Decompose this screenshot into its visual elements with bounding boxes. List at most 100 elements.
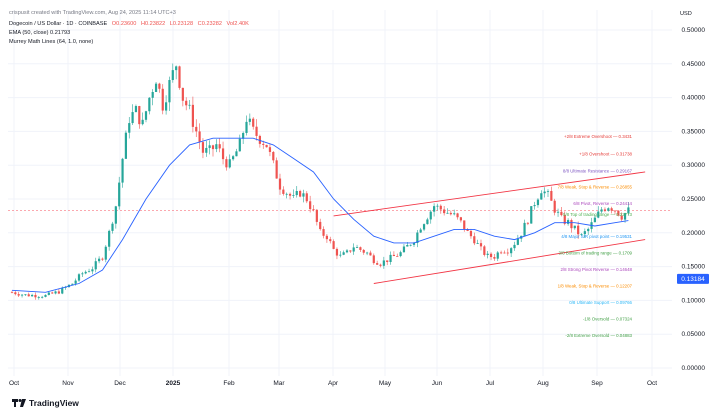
x-tick-label: Mar bbox=[273, 380, 285, 387]
candle-body bbox=[556, 211, 560, 213]
candle-body bbox=[453, 213, 456, 215]
candle-body bbox=[141, 119, 144, 125]
candle-body bbox=[372, 255, 375, 264]
candle-body bbox=[607, 208, 610, 211]
candle-body bbox=[275, 160, 278, 179]
candle-body bbox=[429, 211, 432, 220]
candle-body bbox=[436, 205, 439, 207]
candle-body bbox=[409, 244, 412, 246]
candle-body bbox=[221, 148, 225, 160]
candle-body bbox=[335, 248, 339, 256]
close-value: C0.23282 bbox=[197, 21, 222, 27]
candle-body bbox=[211, 145, 215, 150]
candle-body bbox=[34, 294, 37, 298]
candle-body bbox=[27, 294, 30, 297]
candle-body bbox=[134, 106, 138, 113]
candle-body bbox=[376, 263, 379, 265]
candle-body bbox=[124, 132, 127, 159]
time-axis[interactable]: Oct Nov Dec 2025 Feb Mar Apr May Jun Jul Aug Sep Oct bbox=[9, 380, 657, 387]
candle-body bbox=[426, 219, 429, 225]
candle-body bbox=[352, 247, 355, 252]
candle-body bbox=[114, 206, 117, 224]
murrey-line-label: +1/8 Overshoot — 0.31738 bbox=[579, 151, 632, 156]
candle-body bbox=[469, 230, 473, 237]
candle-body bbox=[51, 292, 54, 294]
y-tick-label: 0.15000 bbox=[682, 264, 706, 271]
x-tick-label: Jul bbox=[486, 380, 495, 387]
candle-body bbox=[560, 211, 563, 216]
candle-body bbox=[617, 210, 620, 216]
candle-body bbox=[603, 209, 607, 211]
candle-body bbox=[513, 244, 516, 249]
high-value: H0.23822 bbox=[140, 21, 166, 27]
candle-body bbox=[550, 190, 553, 201]
murrey-line-label: 8/8 Ultimate Resistance — 0.29167 bbox=[563, 169, 633, 174]
candle-body bbox=[563, 215, 566, 224]
candle-body bbox=[496, 252, 499, 259]
candle-body bbox=[386, 260, 389, 262]
candle-body bbox=[278, 178, 282, 190]
y-tick-label: 0.40000 bbox=[682, 95, 706, 102]
channel-upper-line bbox=[333, 171, 646, 217]
volume-value: Vol2.40K bbox=[226, 21, 249, 27]
candle-body bbox=[232, 156, 235, 160]
x-tick-label: Nov bbox=[62, 380, 74, 387]
candle-body bbox=[345, 250, 349, 253]
candle-body bbox=[412, 242, 416, 245]
price-axis[interactable]: 0.00000 0.05000 0.10000 0.15000 0.20000 0.250… bbox=[677, 27, 709, 372]
x-tick-label: 2025 bbox=[166, 380, 181, 387]
candle-body bbox=[379, 264, 382, 266]
price-channel bbox=[333, 171, 646, 284]
y-tick-label: 0.05000 bbox=[682, 331, 706, 338]
candle-body bbox=[268, 147, 272, 152]
y-tick-label: 0.00000 bbox=[682, 365, 706, 372]
murrey-line-label: 7/8 Weak, Stop & Reverse — 0.26855 bbox=[558, 184, 633, 189]
candle-body bbox=[406, 244, 409, 247]
candle-body bbox=[446, 212, 449, 214]
symbol-name: Dogecoin / US Dollar · 1D · COINBASE bbox=[9, 21, 108, 27]
candle-body bbox=[292, 195, 295, 196]
candle-body bbox=[587, 228, 590, 232]
ema-legend[interactable]: EMA (50, close) 0.21793 bbox=[9, 30, 71, 36]
candle-body bbox=[54, 291, 57, 294]
candle-body bbox=[245, 121, 248, 133]
candle-body bbox=[342, 252, 345, 255]
candle-body bbox=[205, 147, 208, 153]
candle-body bbox=[158, 83, 161, 89]
candle-body bbox=[20, 294, 24, 296]
candle-body bbox=[516, 238, 519, 245]
candle-body bbox=[463, 220, 466, 230]
candle-body bbox=[613, 210, 617, 212]
candle-body bbox=[57, 291, 60, 294]
y-tick-label: 0.20000 bbox=[682, 230, 706, 237]
x-tick-label: Sep bbox=[591, 380, 603, 387]
murrey-line-label: 6/8 Pivot, Reverse — 0.24414 bbox=[573, 201, 632, 206]
candle-body bbox=[228, 159, 231, 168]
candle-body bbox=[165, 102, 168, 111]
candle-body bbox=[580, 234, 583, 235]
candle-body bbox=[191, 104, 194, 127]
candle-body bbox=[128, 123, 131, 133]
candle-body bbox=[225, 159, 228, 168]
symbol-line[interactable]: Dogecoin / US Dollar · 1D · COINBASE O0.… bbox=[9, 21, 252, 27]
murrey-legend[interactable]: Murrey Math Lines (64, 1.0, none) bbox=[9, 39, 94, 45]
y-tick-label: 0.10000 bbox=[682, 297, 706, 304]
candle-body bbox=[610, 208, 613, 211]
candle-body bbox=[238, 138, 241, 152]
candle-body bbox=[101, 258, 104, 260]
candle-body bbox=[620, 215, 623, 220]
candle-body bbox=[181, 87, 184, 101]
candle-body bbox=[456, 213, 459, 218]
candle-body bbox=[315, 209, 318, 222]
candle-body bbox=[597, 211, 600, 218]
candle-body bbox=[489, 253, 493, 258]
murrey-math-lines: +2/8 Extreme Overshoot — 0.3431 +1/8 Over… bbox=[558, 134, 633, 338]
candle-body bbox=[419, 229, 422, 233]
candle-body bbox=[483, 246, 486, 255]
candle-body bbox=[389, 254, 392, 262]
author-line: crispusit created with TradingView.com, … bbox=[9, 10, 176, 16]
candle-body bbox=[154, 83, 158, 92]
candle-body bbox=[175, 66, 178, 71]
candle-body bbox=[526, 222, 529, 224]
